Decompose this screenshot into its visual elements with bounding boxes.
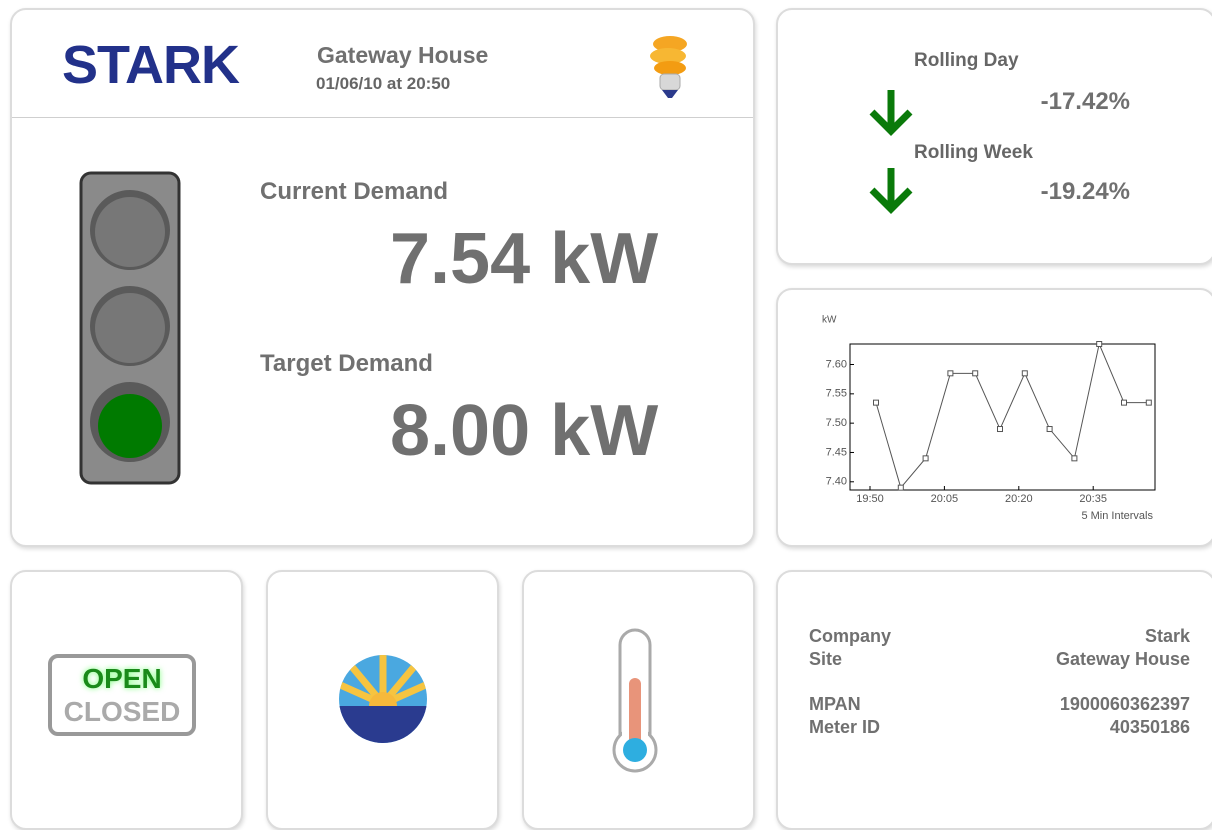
y-tick-label: 7.45 xyxy=(826,446,847,458)
bulb-icon xyxy=(650,36,687,98)
current-demand-value: 7.54 kW xyxy=(390,218,658,300)
point xyxy=(947,370,954,377)
sun-icon xyxy=(339,655,427,743)
plot-frame xyxy=(849,343,1156,491)
point xyxy=(1046,426,1053,433)
y-tick-label: 7.40 xyxy=(826,476,847,488)
current-demand-label: Current Demand xyxy=(260,178,449,205)
divider xyxy=(12,117,753,118)
chart-panel: kW 5 Min Intervals 7.40 7.45 7.50 7.55 7.60 1… xyxy=(776,288,1212,547)
traffic-light xyxy=(79,171,181,485)
info-value: 1900060362397 xyxy=(1059,694,1190,714)
point xyxy=(922,455,929,462)
rolling-day-label: Rolling Day xyxy=(914,50,1019,71)
down-arrow xyxy=(869,90,913,136)
point xyxy=(897,484,904,491)
point xyxy=(1021,370,1028,377)
value: 7.54 xyxy=(390,219,531,299)
temperature-panel xyxy=(522,570,755,830)
x-tick-label: 20:35 xyxy=(1079,493,1107,505)
rolling-week-label: Rolling Week xyxy=(914,142,1033,163)
open-closed-panel: OPEN CLOSED xyxy=(10,570,243,830)
series-line xyxy=(875,342,1149,489)
closed-label: CLOSED xyxy=(63,696,181,727)
x-tick-label: 20:20 xyxy=(1005,493,1033,505)
y-axis-label: kW xyxy=(822,315,837,326)
point xyxy=(1096,341,1103,347)
info-value: Gateway House xyxy=(1055,649,1190,669)
info-panel: Company Stark Site Gateway House MPAN 19… xyxy=(776,570,1212,830)
x-tick-label: 19:50 xyxy=(856,493,884,505)
point xyxy=(873,399,879,406)
value: 8.00 xyxy=(390,391,531,471)
info-label: Meter ID xyxy=(809,717,881,737)
brand-logo: STARK xyxy=(62,35,240,95)
y-tick-label: 7.55 xyxy=(826,388,847,400)
site-name: Gateway House xyxy=(317,42,489,68)
point xyxy=(997,426,1003,433)
rolling-day-value: -17.42% xyxy=(1040,88,1130,115)
open-closed-sign: OPEN CLOSED xyxy=(48,654,196,736)
info-value: 40350186 xyxy=(1109,717,1190,737)
x-axis-label: 5 Min Intervals xyxy=(1081,510,1153,522)
timestamp: 01/06/10 at 20:50 xyxy=(316,74,451,93)
target-demand-label: Target Demand xyxy=(260,350,433,377)
info-label: Site xyxy=(809,649,843,669)
demand-panel: STARK Gateway House 01/06/10 at 20:50 Cu… xyxy=(10,8,755,547)
chart: kW 5 Min Intervals 7.40 7.45 7.50 7.55 7.60 1… xyxy=(822,315,1156,522)
y-tick-label: 7.60 xyxy=(826,358,847,370)
target-demand-value: 8.00 kW xyxy=(390,390,658,472)
x-tick-label: 20:05 xyxy=(931,493,959,505)
point xyxy=(1071,455,1078,462)
y-tick-label: 7.50 xyxy=(826,417,847,429)
point xyxy=(1121,399,1127,406)
point xyxy=(1145,399,1152,406)
info-label: MPAN xyxy=(809,694,861,714)
open-label: OPEN xyxy=(82,663,162,694)
rolling-week-value: -19.24% xyxy=(1040,178,1130,205)
info-value: Stark xyxy=(1144,626,1190,646)
info-label: Company xyxy=(809,626,892,646)
unit: kW xyxy=(550,219,659,299)
point xyxy=(972,370,979,377)
daylight-panel xyxy=(266,570,499,830)
unit: kW xyxy=(550,391,659,471)
rolling-panel: Rolling Day -17.42% Rolling Week -19.24% xyxy=(776,8,1212,265)
thermometer-icon xyxy=(612,628,658,773)
down-arrow xyxy=(869,168,913,214)
